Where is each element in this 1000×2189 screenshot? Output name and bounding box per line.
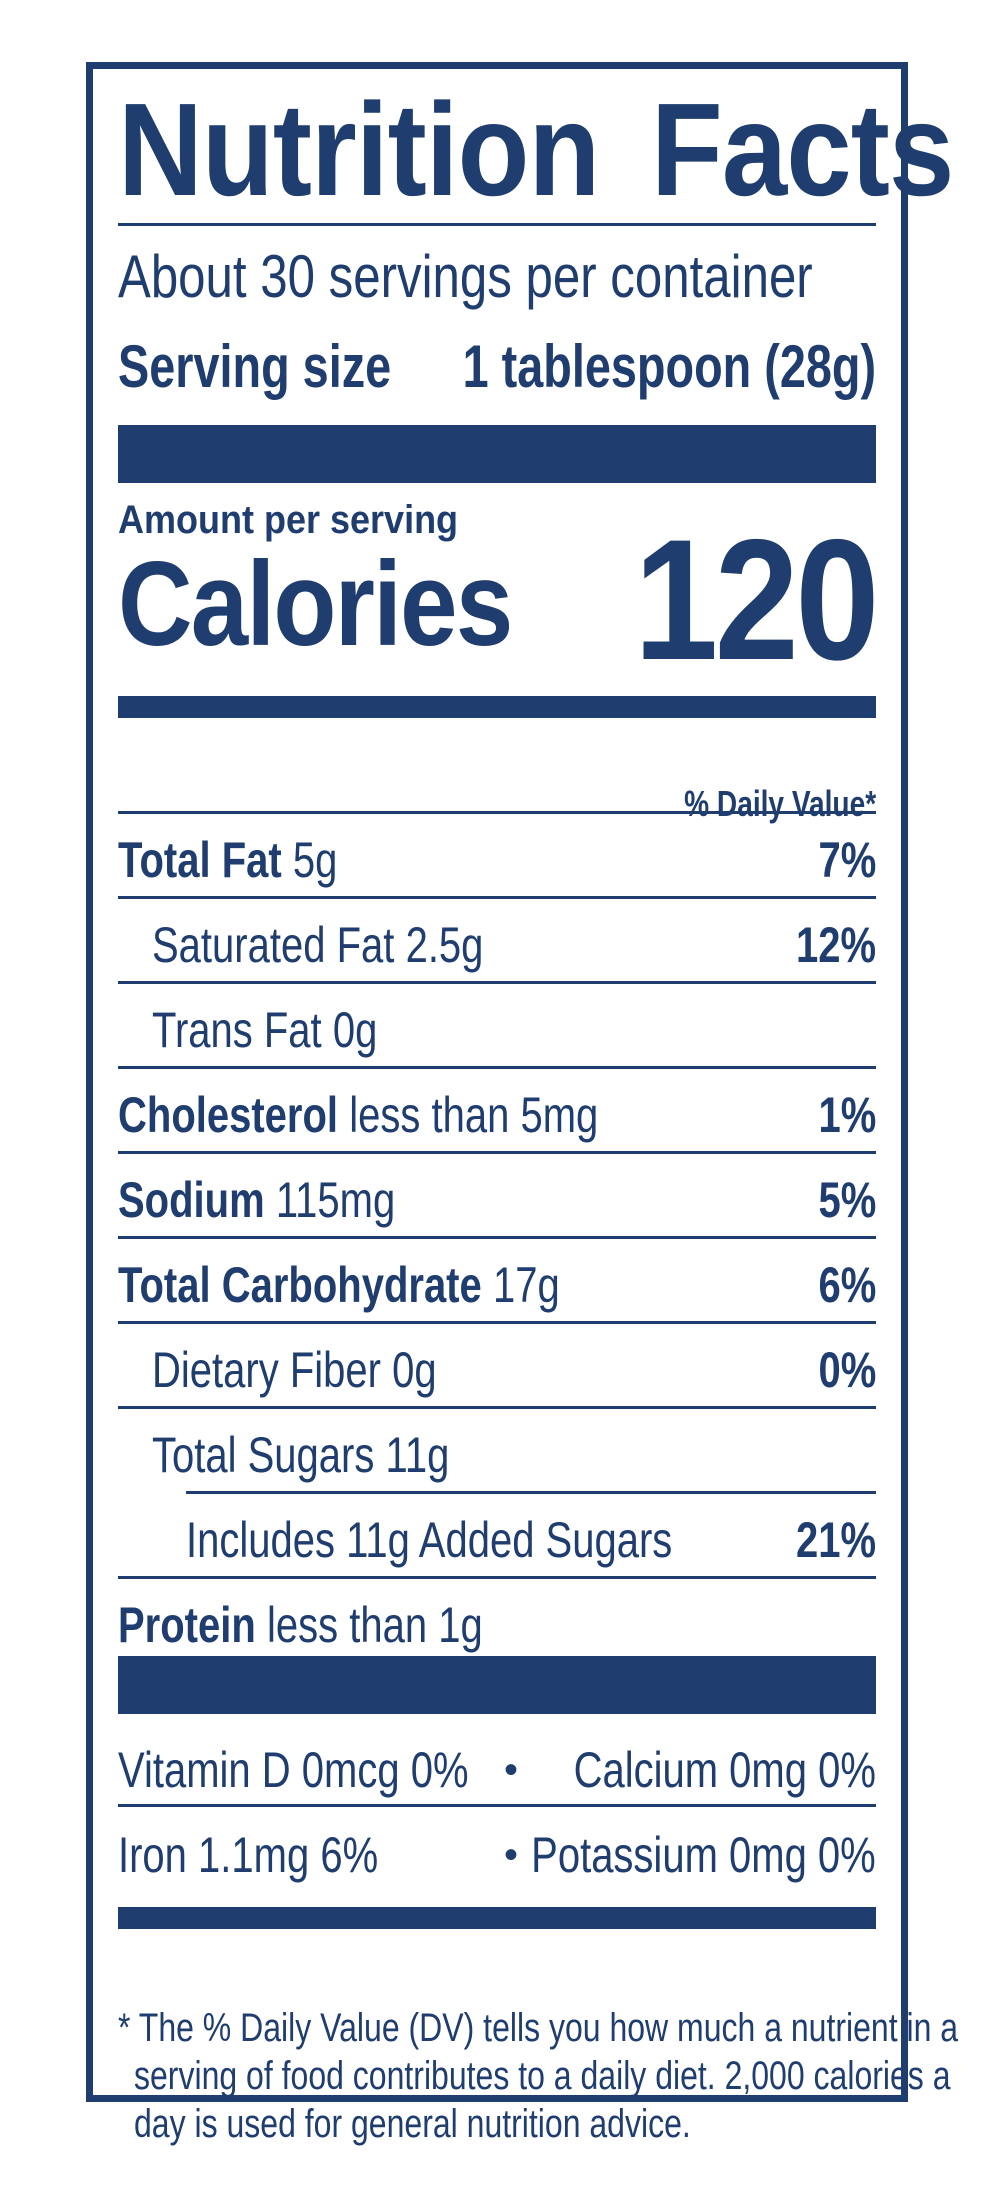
nutrient-name: Dietary Fiber 0g [152,1326,437,1414]
nutrient-amount: 11g [385,1427,450,1483]
nutrient-label: Dietary Fiber [152,1342,381,1398]
nutrient-amount: 115mg [275,1172,396,1228]
nutrient-amount: less than 1g [267,1597,483,1653]
serving-size-value: 1 tablespoon (28g) [462,333,876,400]
daily-value-percent: 6% [818,1257,876,1313]
row-divider [118,1236,876,1239]
nutrient-label: Saturated Fat [152,917,395,973]
nutrient-row: Total Sugars 11g [118,1411,876,1499]
daily-value-percent: 7% [818,832,876,888]
row-divider [186,1491,876,1494]
servings-per-container: About 30 servings per container [118,243,813,310]
nutrient-name: Cholesterol less than 5mg [118,1071,598,1159]
serving-size-label: Serving size [118,333,392,400]
nutrient-name: Saturated Fat 2.5g [152,901,483,989]
bullet-separator: • [504,1748,519,1792]
divider [118,223,876,226]
nutrient-amount: less than 5mg [349,1087,599,1143]
bullet-separator: • [504,1833,519,1877]
daily-value-header: % Daily Value* [684,783,876,824]
nutrient-label: Protein [118,1597,256,1653]
vitamin-row: Vitamin D 0mcg 0% • Calcium 0mg 0% [118,1726,876,1814]
nutrient-row: Protein less than 1g [118,1581,876,1669]
nutrient-amount: 5g [292,832,338,888]
calories-value: 120 [634,504,880,696]
row-divider [118,811,876,814]
nutrient-row: Trans Fat 0g [118,986,876,1074]
row-divider [118,1151,876,1154]
daily-value-percent: 12% [795,917,876,973]
nutrient-row: Sodium 115mg 5% [118,1156,876,1244]
footnote-line: day is used for general nutrition advice… [134,2102,691,2146]
nutrient-name: Protein less than 1g [118,1581,483,1669]
nutrient-row: Includes 11g Added Sugars 21% [118,1496,876,1584]
calories-label: Calories [118,537,513,671]
nutrient-label: Cholesterol [118,1087,339,1143]
daily-value-percent: 0% [818,1342,876,1398]
label-title: Nutrition Facts [118,76,954,223]
vitamin-right: Calcium 0mg 0% [573,1742,876,1798]
title-word-nutrition: Nutrition [118,76,600,223]
row-divider [118,1576,876,1579]
vitamin-right: Potassium 0mg 0% [531,1827,876,1883]
nutrient-amount: 0g [392,1342,437,1398]
nutrient-name: Sodium 115mg [118,1156,395,1244]
nutrient-row: Cholesterol less than 5mg 1% [118,1071,876,1159]
amount-per-serving: Amount per serving [118,498,459,542]
serving-size-row: Serving size 1 tablespoon (28g) [118,332,876,402]
vitamin-left: Vitamin D 0mcg 0% [118,1742,469,1798]
nutrient-name: Trans Fat 0g [152,986,377,1074]
nutrient-label: Total Carbohydrate [118,1257,482,1313]
row-divider [118,896,876,899]
row-divider [118,1066,876,1069]
nutrient-name: Total Fat 5g [118,816,337,904]
nutrient-row: Dietary Fiber 0g 0% [118,1326,876,1414]
nutrient-label: Total Sugars [152,1427,375,1483]
footnote: * The % Daily Value (DV) tells you how m… [118,2004,959,2148]
footnote-line: serving of food contributes to a daily d… [134,2054,951,2098]
medium-divider [118,696,876,718]
nutrient-amount: 0g [332,1002,378,1058]
nutrient-label: Trans Fat [152,1002,322,1058]
row-divider [118,981,876,984]
nutrient-amount: 2.5g [405,917,484,973]
nutrient-name: Includes 11g Added Sugars [186,1496,672,1584]
nutrient-label: Includes 11g Added Sugars [186,1512,673,1568]
nutrient-label: Sodium [118,1172,265,1228]
daily-value-percent: 21% [795,1512,876,1568]
footnote-line: * The % Daily Value (DV) tells you how m… [118,2006,959,2050]
vitamin-left: Iron 1.1mg 6% [118,1827,379,1883]
thick-divider [118,425,876,483]
row-divider [118,1321,876,1324]
vitamin-row: Iron 1.1mg 6% • Potassium 0mg 0% [118,1811,876,1899]
nutrient-amount: 17g [492,1257,560,1313]
daily-value-percent: 1% [818,1087,876,1143]
nutrient-name: Total Sugars 11g [152,1411,449,1499]
nutrition-facts-label: Nutrition Facts About 30 servings per con… [86,62,958,2146]
nutrient-row: Total Fat 5g 7% [118,816,876,904]
medium-divider [118,1907,876,1929]
row-divider [118,1804,876,1807]
nutrient-label: Total Fat [118,832,282,888]
title-word-facts: Facts [650,76,954,223]
nutrient-name: Total Carbohydrate 17g [118,1241,560,1329]
daily-value-percent: 5% [818,1172,876,1228]
thick-divider [118,1656,876,1714]
row-divider [118,1406,876,1409]
nutrient-row: Total Carbohydrate 17g 6% [118,1241,876,1329]
nutrient-row: Saturated Fat 2.5g 12% [118,901,876,989]
